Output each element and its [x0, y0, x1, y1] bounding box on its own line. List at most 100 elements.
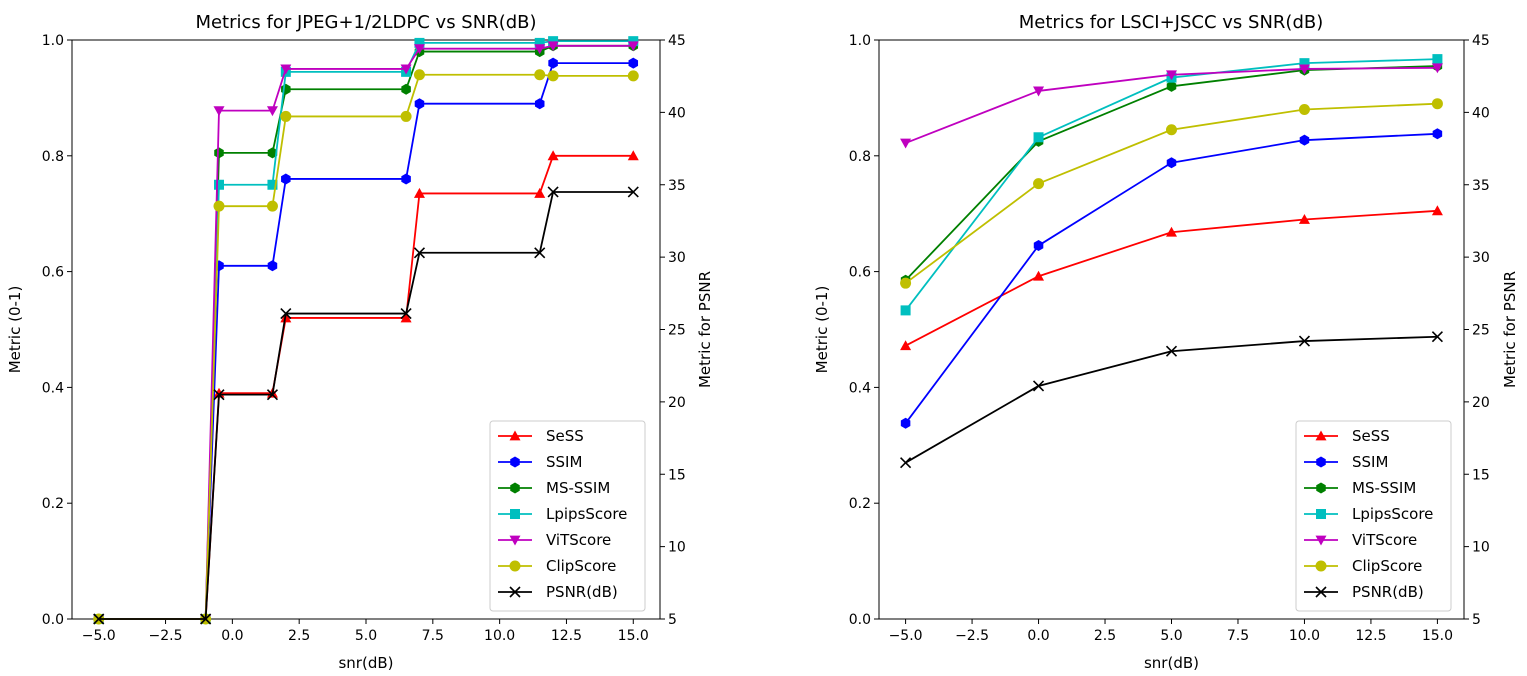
legend-label: MS-SSIM [1352, 479, 1416, 497]
series-line [904, 132, 1438, 424]
legend-label: SeSS [1352, 427, 1390, 445]
data-point [627, 150, 639, 161]
y2-tick-label: 5 [668, 612, 677, 628]
y-tick-label: 0.8 [42, 149, 64, 165]
series-psnr-db [93, 186, 639, 625]
y-tick-label: 0.2 [42, 496, 64, 512]
x-tick-label: 15.0 [618, 628, 649, 644]
x-tick-label: 7.5 [1227, 628, 1249, 644]
legend-marker [1316, 482, 1326, 494]
data-point [213, 106, 225, 117]
series-line [904, 65, 1438, 281]
y2-axis-label: Metric for PSNR [1501, 271, 1519, 388]
data-point [280, 110, 292, 122]
legend-box [1295, 420, 1452, 612]
data-point [547, 186, 559, 198]
x-tick-label: 7.5 [422, 628, 444, 644]
legend-label: SeSS [546, 427, 584, 445]
x-tick-label: 12.5 [551, 628, 582, 644]
data-point [900, 138, 912, 149]
y-tick-label: 0.6 [42, 265, 64, 281]
data-point [547, 70, 559, 82]
y-tick-label: 1.0 [42, 33, 64, 49]
data-point [266, 389, 279, 401]
data-point [534, 98, 545, 110]
legend-marker [509, 560, 521, 572]
data-point [1033, 132, 1044, 143]
legend-marker [1316, 456, 1326, 468]
data-point [547, 41, 559, 52]
x-tick-label: 15.0 [1422, 628, 1453, 644]
data-point [628, 36, 639, 47]
y2-tick-label: 30 [668, 250, 686, 266]
legend-marker [1315, 560, 1327, 572]
data-point [200, 613, 212, 625]
legend-marker [510, 456, 520, 468]
legend-marker [510, 509, 520, 519]
data-point [281, 173, 291, 185]
y-tick-label: 1.0 [849, 33, 871, 49]
legend-label: SSIM [546, 453, 582, 471]
x-axis-label: snr(dB) [338, 654, 393, 672]
y2-tick-label: 40 [1472, 105, 1490, 121]
y2-tick-label: 35 [668, 178, 686, 194]
data-point [628, 57, 639, 69]
legend-label: PSNR(dB) [546, 583, 618, 601]
legend-item-ms-ssim: MS-SSIM [498, 479, 610, 497]
legend-item-sess: SeSS [1304, 427, 1390, 445]
legend-item-vitscore: ViTScore [498, 531, 611, 549]
chart-lsci-jscc: Metrics for LSCI+JSCC vs SNR(dB) −5.0 −2.5… [813, 12, 1519, 672]
chart-title: Metrics for LSCI+JSCC vs SNR(dB) [1019, 12, 1324, 33]
legend-label: ClipScore [1352, 557, 1422, 575]
x-axis-label: snr(dB) [1144, 654, 1199, 672]
data-point [534, 44, 546, 55]
data-point [266, 200, 278, 212]
data-point [1432, 54, 1443, 65]
y-axis-label: Metric (0-1) [6, 286, 24, 374]
data-point [1032, 380, 1045, 392]
data-point [1298, 213, 1310, 224]
data-point [1432, 128, 1443, 140]
series-ssim [900, 128, 1443, 429]
data-point [1033, 86, 1045, 97]
data-point [1166, 157, 1177, 169]
series-vitscore [900, 63, 1443, 149]
y-tick-label: 0.0 [849, 612, 871, 628]
y2-tick-label: 15 [1472, 467, 1490, 483]
y2-tick-label: 15 [668, 467, 686, 483]
data-point [267, 147, 278, 159]
data-point [267, 179, 278, 190]
y-tick-label: 0.0 [42, 612, 64, 628]
y2-tick-label: 25 [1472, 323, 1490, 339]
y2-tick-label: 20 [1472, 395, 1490, 411]
data-point [1431, 63, 1443, 74]
data-point [414, 98, 425, 110]
series-lpipsscore [900, 54, 1443, 316]
legend-box [489, 420, 646, 612]
y-tick-label: 0.6 [849, 265, 871, 281]
data-point [266, 106, 278, 117]
legend-item-psnr-db: PSNR(dB) [1304, 583, 1424, 601]
legend-item-sess: SeSS [498, 427, 584, 445]
y2-tick-label: 35 [1472, 178, 1490, 194]
legend-marker [510, 482, 520, 494]
y2-tick-label: 20 [668, 395, 686, 411]
x-tick-label: −2.5 [149, 628, 183, 644]
series-line [98, 191, 634, 620]
x-tick-label: 5.0 [355, 628, 377, 644]
legend-label: SSIM [1352, 453, 1388, 471]
data-point [547, 150, 559, 161]
legend-item-lpipsscore: LpipsScore [1304, 505, 1433, 523]
series-ms-ssim [900, 60, 1443, 286]
data-point [900, 417, 911, 429]
y-tick-label: 0.4 [849, 380, 871, 396]
series-clipscore [93, 69, 639, 625]
data-point [1166, 226, 1177, 237]
legend: SeSS SSIM MS-SSIM LpipsScore ViTScore ClipSco… [489, 420, 646, 612]
data-point [627, 41, 639, 52]
data-point [93, 613, 105, 625]
x-tick-label: 10.0 [484, 628, 515, 644]
legend-label: MS-SSIM [546, 479, 610, 497]
legend-item-ssim: SSIM [1304, 453, 1388, 471]
legend-item-psnr-db: PSNR(dB) [498, 583, 618, 601]
